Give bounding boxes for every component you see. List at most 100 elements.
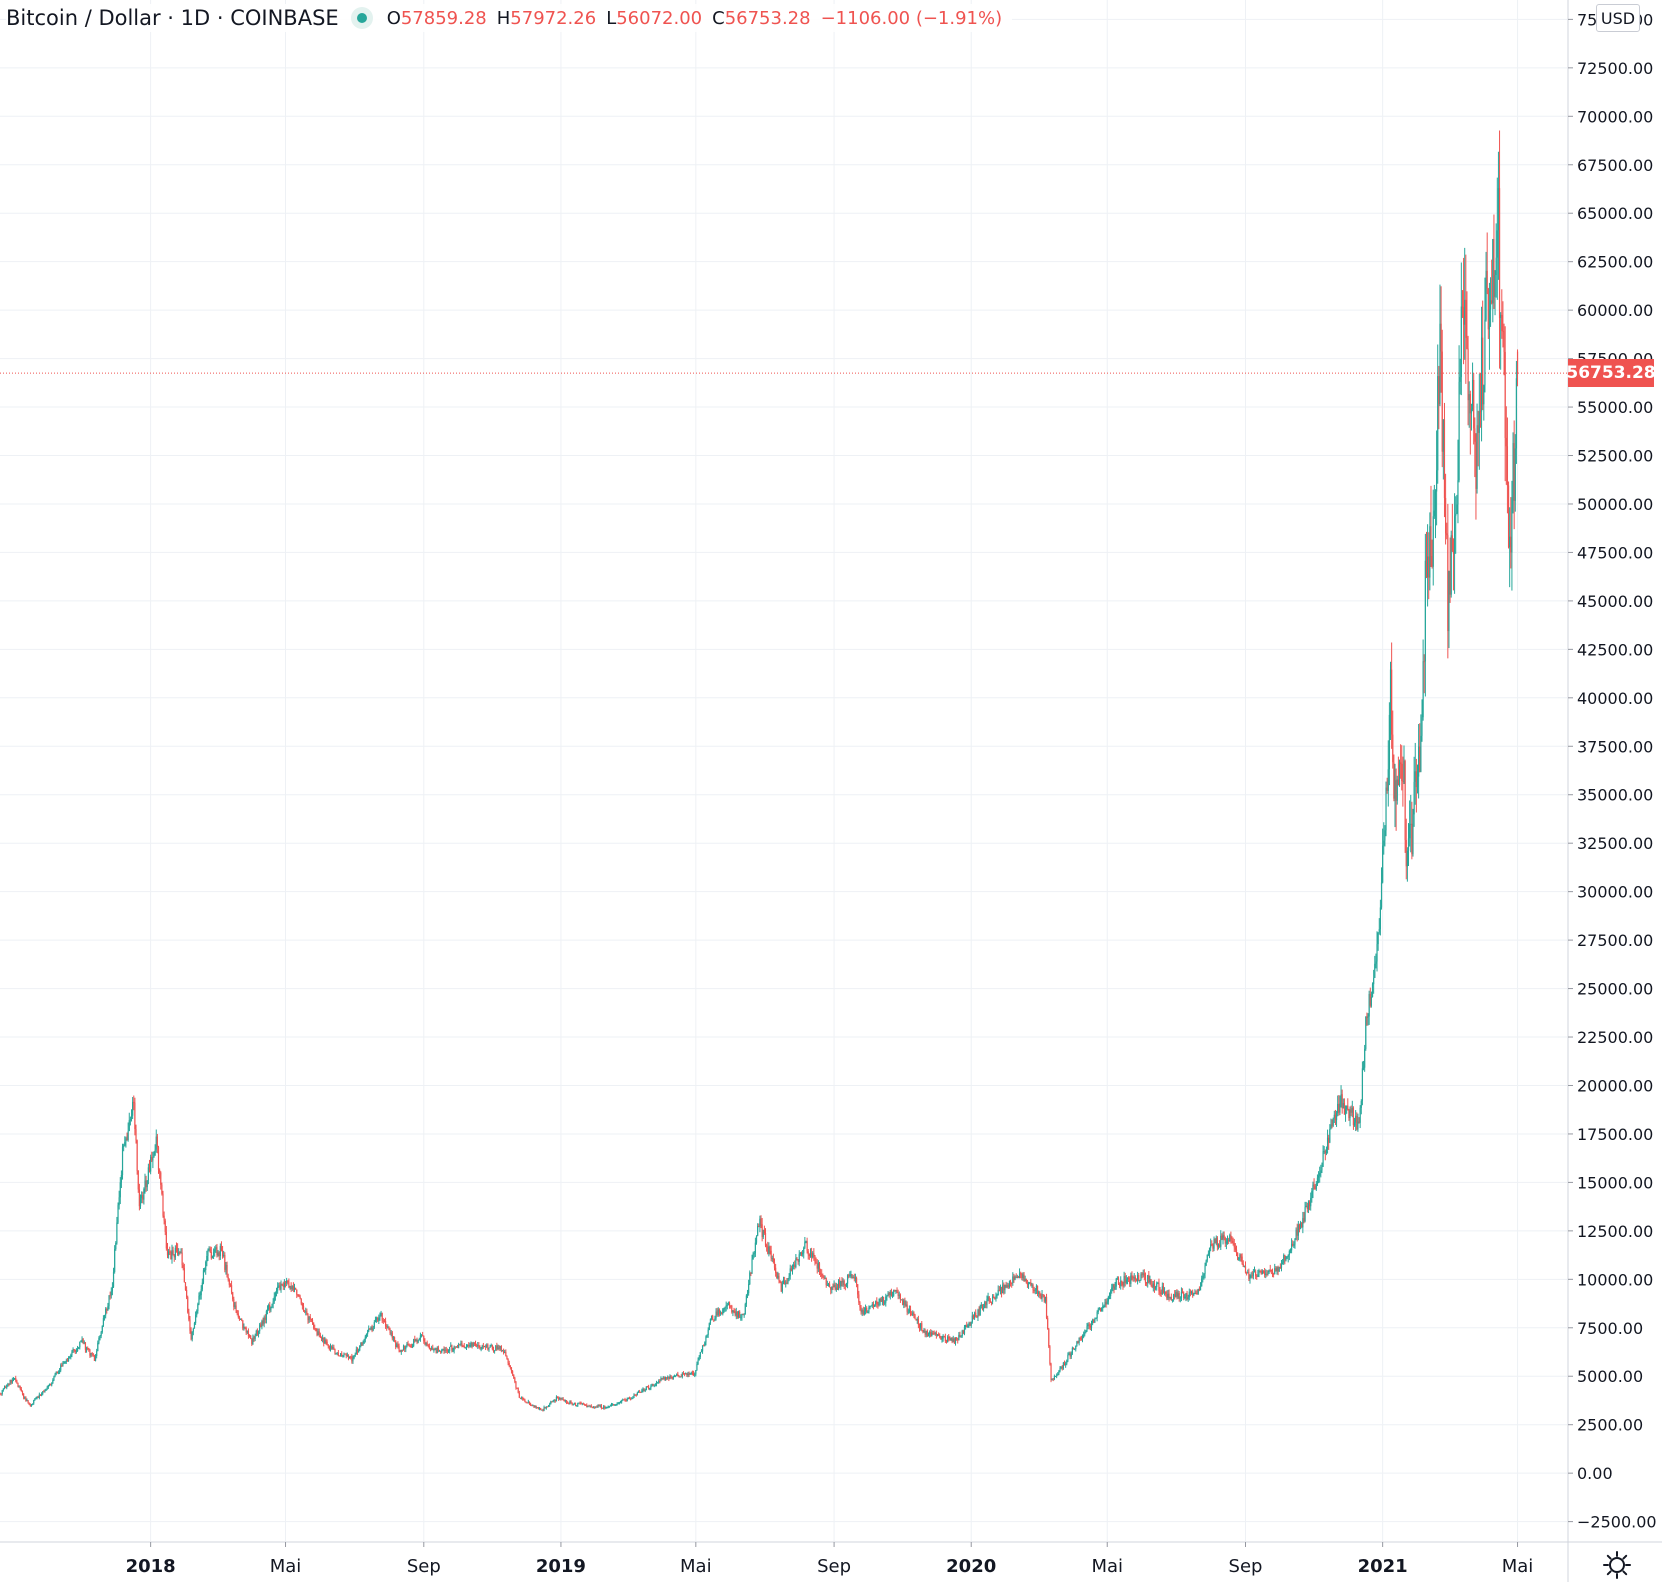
candle-body xyxy=(1292,1243,1294,1246)
candle-body xyxy=(1005,1284,1007,1288)
candle-body xyxy=(632,1398,634,1400)
candle-body xyxy=(80,1341,82,1343)
candle-body xyxy=(1247,1272,1249,1274)
candle-body xyxy=(657,1382,659,1384)
candle-body xyxy=(1208,1247,1211,1254)
candle-body xyxy=(352,1358,354,1362)
candle-body xyxy=(1241,1256,1243,1264)
candle-body xyxy=(737,1311,740,1318)
candle-body xyxy=(260,1324,262,1328)
candle-body xyxy=(221,1250,224,1257)
candle-body xyxy=(995,1295,997,1300)
candle-body xyxy=(63,1362,65,1364)
candle-body xyxy=(636,1392,638,1396)
candle-body xyxy=(773,1262,776,1268)
candle-body xyxy=(1115,1278,1117,1287)
series-legend[interactable]: Bitcoin / Dollar · 1D · COINBASE O57859.… xyxy=(6,4,1013,32)
candle-body xyxy=(1422,661,1424,718)
candle-body xyxy=(183,1267,185,1283)
candle-body xyxy=(383,1320,386,1322)
candle-body xyxy=(1484,319,1486,386)
candle-body xyxy=(452,1350,454,1352)
candle-body xyxy=(943,1335,945,1337)
candle-body xyxy=(998,1289,1000,1291)
candle-body xyxy=(473,1342,475,1344)
candle-body xyxy=(568,1403,570,1405)
price-scale[interactable]: 75000.0072500.0070000.0067500.0065000.00… xyxy=(1568,10,1657,1532)
candle-body xyxy=(1075,1345,1077,1350)
candle-body xyxy=(1447,535,1449,632)
candle-body xyxy=(463,1346,465,1348)
candle-body xyxy=(733,1310,735,1312)
candle-body xyxy=(82,1339,84,1344)
candle-body xyxy=(1366,1016,1368,1018)
candle-body xyxy=(559,1398,561,1400)
x-tick-label: Sep xyxy=(1229,1556,1263,1577)
candle-body xyxy=(659,1380,661,1382)
candle-body xyxy=(1342,1103,1344,1109)
candle-body xyxy=(625,1400,627,1402)
candle-body xyxy=(191,1331,193,1340)
y-tick-label: 42500.00 xyxy=(1577,640,1653,659)
candle-body xyxy=(336,1352,338,1354)
candle-body xyxy=(886,1296,888,1298)
candle-body xyxy=(237,1313,239,1318)
candle-body xyxy=(136,1140,138,1171)
candle-body xyxy=(254,1336,256,1339)
candle-body xyxy=(1335,1113,1338,1121)
candle-body xyxy=(209,1248,211,1252)
candle-body xyxy=(1095,1318,1097,1320)
candle-body xyxy=(137,1170,139,1190)
candle-body xyxy=(1340,1094,1342,1104)
candle-body xyxy=(202,1270,205,1283)
candle-body xyxy=(750,1272,752,1274)
candle-body xyxy=(289,1286,291,1288)
candle-body xyxy=(827,1284,830,1286)
candle-body xyxy=(1434,491,1437,511)
x-tick-label: Mai xyxy=(270,1556,302,1577)
change-value: −1106.00 (−1.91%) xyxy=(820,7,1003,29)
candle-body xyxy=(206,1256,208,1263)
candle-body xyxy=(198,1295,200,1305)
candle-body xyxy=(1398,762,1401,786)
candle-body xyxy=(190,1330,192,1340)
candle-body xyxy=(1032,1284,1034,1291)
candle-body xyxy=(1406,850,1408,867)
candle-body xyxy=(556,1396,559,1398)
candle-body xyxy=(425,1342,427,1345)
candle-body xyxy=(1471,379,1474,410)
candle-body xyxy=(62,1363,64,1366)
candle-body xyxy=(920,1323,922,1329)
currency-button[interactable]: USD xyxy=(1596,4,1640,32)
candle-body xyxy=(1380,882,1383,908)
candle-body xyxy=(579,1402,581,1404)
candle-body xyxy=(726,1304,728,1306)
market-status-dot-icon[interactable] xyxy=(350,7,373,29)
candle-body xyxy=(961,1330,963,1336)
candle-body xyxy=(1121,1280,1123,1285)
candle-body xyxy=(1453,515,1456,554)
time-scale[interactable]: 2018 Mai Sep 2019 Mai Sep 2020 Mai Sep 2021 Mai xyxy=(126,1542,1534,1577)
candle-body xyxy=(941,1338,943,1340)
candle-body xyxy=(1062,1362,1065,1369)
candle-body xyxy=(1026,1282,1029,1285)
candle-body xyxy=(985,1302,987,1305)
candle-body xyxy=(1250,1275,1252,1278)
candle-body xyxy=(788,1276,790,1279)
candle-body xyxy=(1421,717,1423,736)
candle-body xyxy=(186,1289,188,1298)
candle-body xyxy=(911,1314,913,1316)
candle-body xyxy=(1376,944,1378,962)
candle-body xyxy=(903,1300,905,1305)
candle-body xyxy=(2,1388,4,1391)
candle-body xyxy=(1476,425,1478,489)
candle-body xyxy=(1252,1272,1254,1276)
candle-body xyxy=(1148,1275,1150,1283)
candle-body xyxy=(233,1299,235,1307)
y-tick-label: 37500.00 xyxy=(1577,737,1653,756)
gear-icon[interactable] xyxy=(1602,1550,1632,1580)
candle-body xyxy=(800,1252,803,1254)
candle-body xyxy=(860,1307,862,1313)
candle-body xyxy=(326,1341,328,1346)
